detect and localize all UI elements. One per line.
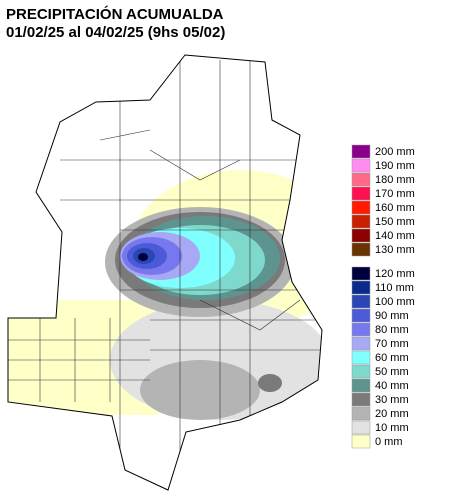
legend-label: 50 mm (375, 366, 409, 378)
legend: 200 mm 190 mm 180 mm 170 mm 160 mm 150 mm 140 … (351, 144, 415, 449)
legend-label: 0 mm (375, 436, 403, 448)
legend-label: 170 mm (375, 188, 415, 200)
legend-label: 120 mm (375, 268, 415, 280)
legend-swatch (351, 144, 371, 159)
legend-label: 110 mm (375, 282, 414, 294)
legend-label: 190 mm (375, 160, 415, 172)
legend-label: 140 mm (375, 230, 415, 242)
legend-swatch (351, 308, 371, 323)
legend-label: 130 mm (375, 244, 415, 256)
map-subtitle: 01/02/25 al 04/02/25 (9hs 05/02) (6, 24, 226, 41)
legend-label: 200 mm (375, 146, 415, 158)
legend-label: 80 mm (375, 324, 409, 336)
legend-swatch (351, 280, 371, 295)
legend-swatch (351, 378, 371, 393)
map-title: PRECIPITACIÓN ACUMUALDA (6, 6, 224, 23)
legend-swatch (351, 322, 371, 337)
legend-swatch (351, 336, 371, 351)
legend-swatch (351, 406, 371, 421)
legend-swatch (351, 434, 371, 449)
legend-swatch (351, 364, 371, 379)
legend-swatch (351, 172, 371, 187)
legend-swatch (351, 158, 371, 173)
legend-label: 150 mm (375, 216, 415, 228)
legend-label: 160 mm (375, 202, 415, 214)
legend-label: 100 mm (375, 296, 415, 308)
legend-swatch (351, 200, 371, 215)
legend-label: 10 mm (375, 422, 409, 434)
legend-swatch (351, 186, 371, 201)
legend-swatch (351, 242, 371, 257)
legend-swatch (351, 266, 371, 281)
legend-swatch (351, 228, 371, 243)
legend-label: 30 mm (375, 394, 409, 406)
legend-swatch (351, 294, 371, 309)
map-outline (7, 54, 323, 491)
legend-label: 60 mm (375, 352, 409, 364)
legend-label: 90 mm (375, 310, 409, 322)
legend-label: 20 mm (375, 408, 409, 420)
legend-swatch (351, 420, 371, 435)
legend-label: 40 mm (375, 380, 409, 392)
legend-label: 70 mm (375, 338, 409, 350)
legend-label: 180 mm (375, 174, 415, 186)
legend-swatch (351, 350, 371, 365)
legend-swatch (351, 214, 371, 229)
legend-swatch (351, 392, 371, 407)
